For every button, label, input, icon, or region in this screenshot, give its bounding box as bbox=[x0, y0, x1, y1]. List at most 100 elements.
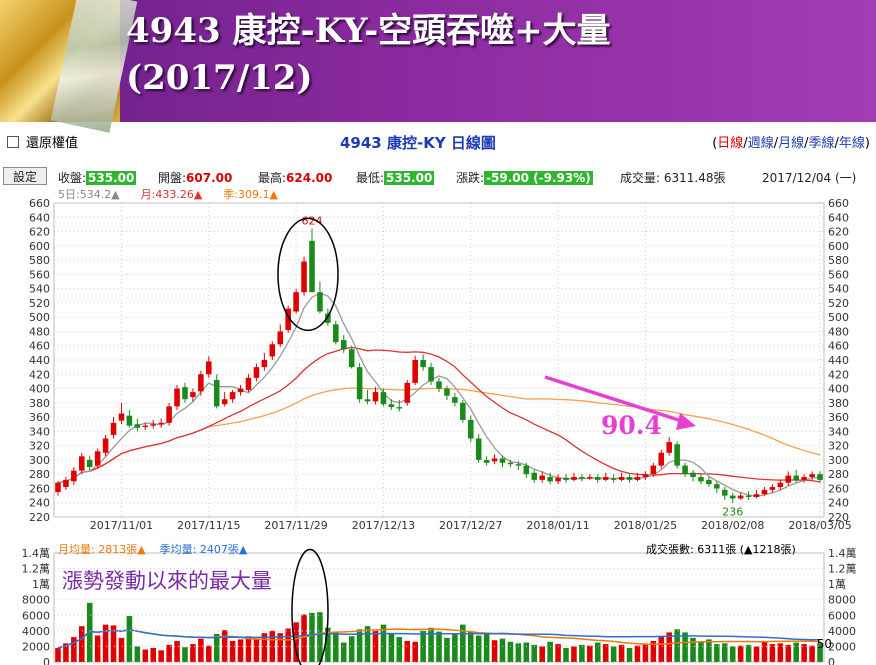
candle-body bbox=[420, 360, 426, 368]
open-label: 開盤: bbox=[158, 171, 187, 185]
volume-bar bbox=[237, 639, 244, 662]
volume-bar bbox=[460, 624, 466, 662]
price-tick-label: 260 bbox=[29, 482, 50, 495]
volume-bar bbox=[555, 644, 561, 662]
candle-body bbox=[658, 452, 665, 466]
volume-bar bbox=[118, 637, 125, 662]
volume-bar bbox=[285, 628, 291, 662]
period-link-daily[interactable]: 日線 bbox=[717, 136, 744, 151]
volume-tick-label: 0 bbox=[828, 656, 835, 665]
price-tick-label: 380 bbox=[29, 397, 50, 410]
candle-body bbox=[206, 361, 212, 375]
volume-bar bbox=[539, 646, 545, 662]
volume-bar bbox=[452, 633, 458, 662]
volume-bar bbox=[63, 643, 69, 662]
candle-body bbox=[523, 465, 530, 475]
candle-body bbox=[118, 413, 125, 421]
volume-axis: 0 0 2000 2000 4000 4000 6000 6000 8000 8000 1萬 1萬 1.… bbox=[22, 547, 857, 665]
candle-body bbox=[666, 442, 672, 453]
volume-bar bbox=[412, 641, 418, 662]
ma20-legend: 月:433.26▲ bbox=[140, 188, 203, 201]
volume-bar bbox=[142, 649, 149, 662]
volume-bar bbox=[348, 636, 355, 662]
volume-bar bbox=[245, 636, 252, 662]
price-tick-label: 240 bbox=[29, 497, 50, 510]
volume-bar bbox=[94, 635, 101, 662]
candle-body bbox=[499, 458, 506, 463]
candle-body bbox=[817, 474, 823, 480]
volume-bar bbox=[396, 637, 403, 662]
page-title-line2: (2017/12) bbox=[126, 58, 313, 98]
volume-bar bbox=[682, 632, 688, 662]
volume-bar bbox=[499, 638, 506, 662]
period-link-quarterly[interactable]: 季線 bbox=[808, 136, 835, 151]
volume-bar bbox=[55, 647, 61, 662]
volume-bar bbox=[404, 640, 411, 662]
volume-tick-label: 1.2萬 bbox=[828, 563, 857, 576]
candle-body bbox=[642, 474, 649, 478]
candle-body bbox=[626, 477, 633, 480]
volume-bar bbox=[126, 616, 133, 662]
candle-body bbox=[555, 477, 561, 482]
volume-bar bbox=[793, 642, 799, 662]
price-tick-label: 300 bbox=[29, 454, 50, 467]
chart-annotations: 624 236 bbox=[277, 215, 743, 665]
price-tick-label: 540 bbox=[29, 283, 50, 296]
volume-bar bbox=[737, 645, 744, 662]
price-tick-label: 220 bbox=[29, 511, 50, 524]
volume-bar bbox=[729, 646, 736, 662]
volume-bar bbox=[761, 641, 768, 662]
candle-body bbox=[547, 477, 553, 482]
volume-value: 6311.48張 bbox=[663, 171, 726, 185]
candle-body bbox=[63, 479, 69, 488]
volume-bar bbox=[364, 626, 371, 662]
close-label: 收盤: bbox=[58, 171, 87, 185]
candle-body bbox=[594, 477, 601, 480]
volume-bar bbox=[594, 642, 601, 662]
volume-bar bbox=[602, 644, 609, 662]
volume-bar bbox=[340, 642, 347, 662]
period-link-weekly[interactable]: 週線 bbox=[747, 136, 774, 151]
settings-button[interactable]: 設定 bbox=[3, 167, 47, 185]
candle-body bbox=[253, 367, 260, 378]
volume-tick-label: 6000 bbox=[22, 609, 50, 622]
volume-bar bbox=[301, 614, 307, 662]
candle-body bbox=[785, 475, 792, 483]
price-tick-label: 540 bbox=[828, 283, 849, 296]
price-tick-label: 320 bbox=[29, 440, 50, 453]
high-label: 最高: bbox=[258, 171, 287, 185]
candle-body bbox=[602, 477, 609, 480]
volume-bar bbox=[134, 646, 141, 662]
quarter-avg-volume: 季均量: 2407張▲ bbox=[159, 543, 248, 556]
candle-body bbox=[769, 487, 776, 490]
candle-body bbox=[460, 402, 466, 420]
price-tick-label: 220 bbox=[828, 511, 849, 524]
price-tick-label: 340 bbox=[828, 425, 849, 438]
candle-body bbox=[737, 495, 744, 499]
period-link-yearly[interactable]: 年線 bbox=[838, 136, 865, 151]
volume-bar bbox=[158, 650, 164, 662]
candle-body bbox=[237, 388, 244, 393]
volume-bar bbox=[690, 637, 696, 662]
volume-bar bbox=[269, 630, 276, 662]
trade-count: 成交張數: 6311張 (▲1218張) bbox=[646, 543, 796, 556]
price-tick-label: 360 bbox=[29, 411, 50, 424]
low-value: 535.00 bbox=[384, 171, 435, 185]
price-tick-label: 360 bbox=[828, 411, 849, 424]
volume-bar bbox=[523, 642, 530, 662]
candle-body bbox=[809, 474, 815, 478]
ma60-legend: 季:309.1▲ bbox=[223, 188, 278, 201]
volume-bar bbox=[206, 645, 212, 662]
price-tick-label: 440 bbox=[828, 354, 849, 367]
candle-body bbox=[396, 407, 403, 409]
restore-rights-label: 還原權值 bbox=[26, 136, 79, 151]
period-link-monthly[interactable]: 月線 bbox=[778, 136, 805, 151]
candle-body bbox=[142, 425, 149, 428]
trend-arrow-line bbox=[544, 375, 689, 425]
volume-bar bbox=[817, 643, 823, 662]
restore-rights-checkbox[interactable] bbox=[7, 136, 19, 148]
volume-bar bbox=[420, 630, 426, 662]
price-tick-label: 480 bbox=[29, 325, 50, 338]
price-tick-label: 400 bbox=[29, 383, 50, 396]
